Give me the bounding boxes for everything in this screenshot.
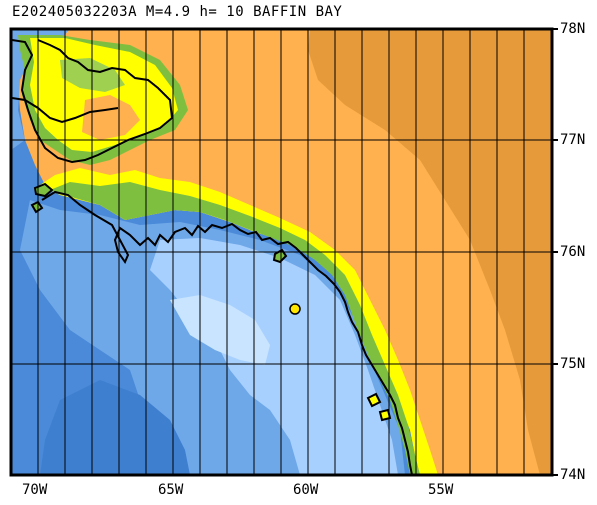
deep-trough (40, 380, 190, 475)
nw-landmass-orange (82, 95, 140, 140)
island-5 (378, 408, 392, 422)
lat-label-75: 75N (560, 356, 586, 372)
island-1 (33, 182, 54, 198)
map-title: E202405032203A M=4.9 h= 10 BAFFIN BAY (12, 4, 343, 20)
island-2 (30, 200, 44, 214)
island-4 (366, 392, 382, 408)
nw-coastline (11, 39, 174, 164)
lon-label-70: 70W (22, 482, 48, 498)
coastline (41, 190, 413, 475)
inner-coastline (11, 97, 119, 124)
lon-label-60: 60W (293, 482, 319, 498)
lat-label-77: 77N (560, 132, 586, 148)
lon-label-55: 55W (428, 482, 454, 498)
graticule (11, 29, 552, 475)
yellow-dot-icon (289, 303, 301, 315)
lat-label-78: 78N (560, 21, 586, 37)
lat-label-76: 76N (560, 244, 586, 260)
shelf-area-2 (170, 295, 270, 365)
lat-label-74: 74N (560, 467, 586, 483)
lon-label-65: 65W (158, 482, 184, 498)
shelf-area (150, 238, 398, 475)
